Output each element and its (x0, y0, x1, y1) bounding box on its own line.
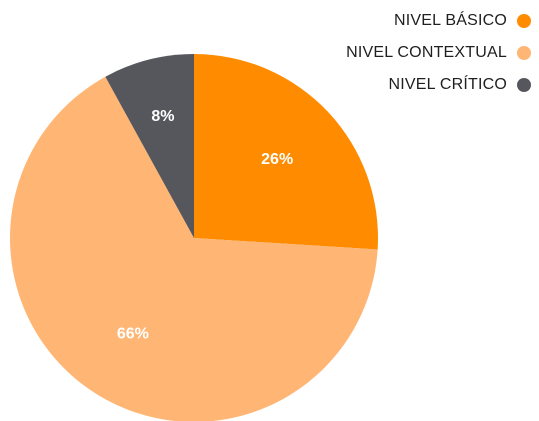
legend-swatch-basic (517, 14, 531, 28)
legend-label-critical: NIVEL CRÍTICO (388, 76, 507, 93)
pie-label-critical: 8% (151, 108, 174, 125)
pie-slice-contextual (10, 76, 378, 421)
pie-slice-basic (194, 54, 379, 250)
legend-item-critical: NIVEL CRÍTICO (389, 74, 531, 96)
pie-label-basic: 26% (261, 151, 293, 168)
legend-label-contextual: NIVEL CONTEXTUAL (346, 44, 507, 61)
legend-swatch-critical (517, 78, 531, 92)
legend-item-contextual: NIVEL CONTEXTUAL (346, 42, 531, 64)
legend: NIVEL BÁSICO NIVEL CONTEXTUAL NIVEL CRÍT… (346, 10, 531, 96)
legend-label-basic: NIVEL BÁSICO (394, 12, 507, 29)
legend-swatch-contextual (517, 46, 531, 60)
pie-slice-critical (105, 54, 194, 238)
pie-label-contextual: 66% (117, 326, 149, 343)
legend-item-basic: NIVEL BÁSICO (394, 10, 531, 32)
